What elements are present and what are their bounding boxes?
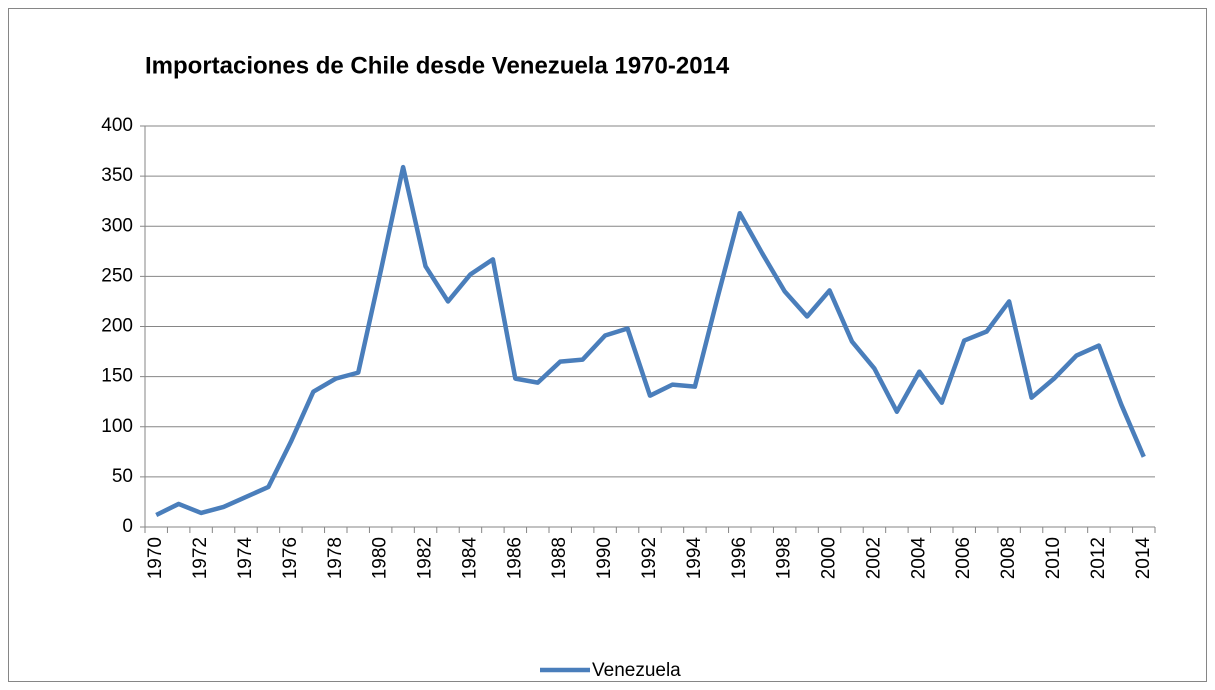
x-tick-label: 1974	[235, 537, 256, 580]
x-tick-label: 1970	[145, 537, 166, 579]
y-tick-label: 200	[101, 316, 133, 337]
y-tick-label: 0	[122, 516, 133, 537]
x-tick-label: 1996	[729, 537, 750, 579]
x-tick-label: 1994	[684, 537, 705, 580]
y-tick-label: 300	[101, 215, 133, 236]
x-tick-label: 2006	[953, 537, 974, 579]
x-tick-label: 1986	[504, 537, 525, 579]
x-tick-label: 1984	[459, 537, 480, 580]
x-tick-label: 2010	[1043, 537, 1064, 579]
legend-label: Venezuela	[592, 660, 681, 681]
y-tick-label: 50	[112, 466, 133, 487]
x-tick-label: 2004	[908, 537, 929, 580]
x-tick-label: 1988	[549, 537, 570, 579]
x-tick-label: 1978	[325, 537, 346, 579]
x-tick-label: 1980	[370, 537, 391, 579]
x-tick-label: 1972	[190, 537, 211, 579]
x-tick-label: 1998	[774, 537, 795, 579]
chart-title: Importaciones de Chile desde Venezuela 1…	[145, 52, 730, 79]
x-tick-label: 2008	[998, 537, 1019, 579]
x-tick-label: 1992	[639, 537, 660, 579]
x-tick-label: 2014	[1133, 537, 1154, 580]
y-tick-label: 250	[101, 265, 133, 286]
y-tick-label: 400	[101, 115, 133, 136]
x-tick-label: 2002	[863, 537, 884, 579]
x-tick-label: 1982	[415, 537, 436, 579]
x-tick-label: 1990	[594, 537, 615, 579]
y-tick-label: 150	[101, 366, 133, 387]
y-tick-label: 100	[101, 416, 133, 437]
x-tick-label: 2012	[1088, 537, 1109, 579]
chart-frame	[8, 8, 1207, 682]
x-tick-label: 1976	[280, 537, 301, 579]
x-tick-label: 2000	[819, 537, 840, 579]
y-tick-label: 350	[101, 165, 133, 186]
data-line	[155, 164, 1146, 517]
